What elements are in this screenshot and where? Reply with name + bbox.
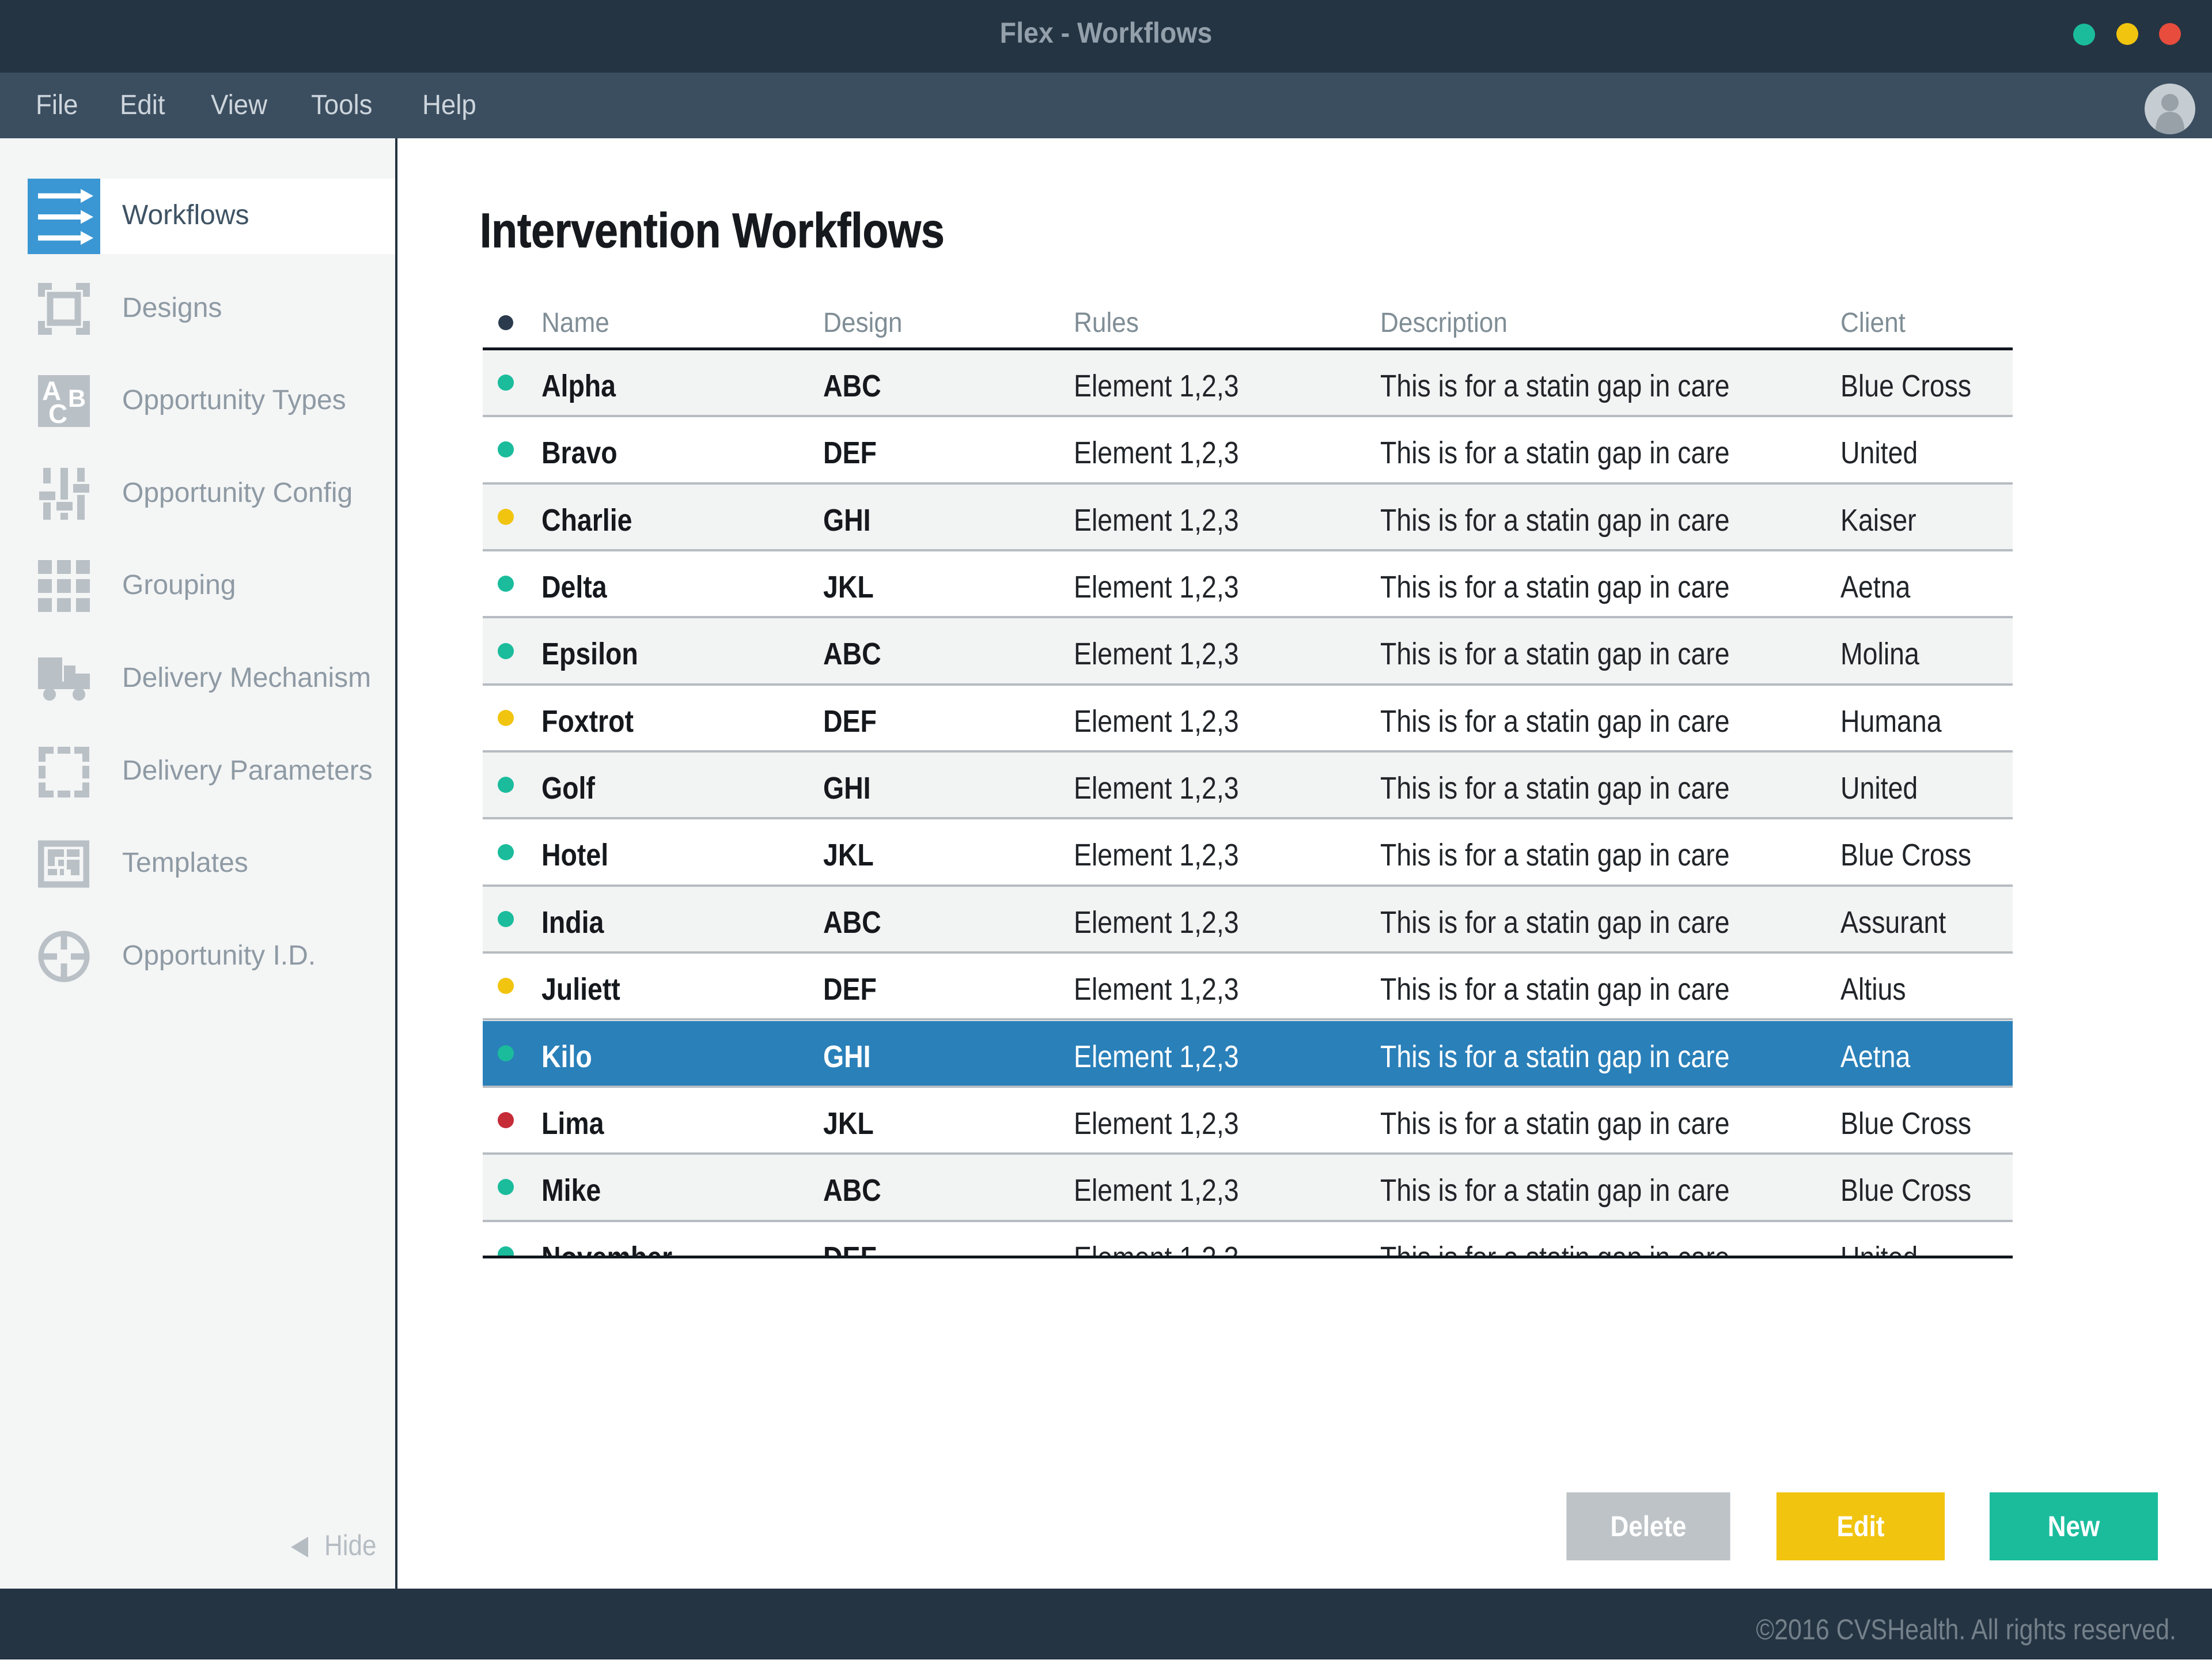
svg-text:C: C xyxy=(48,399,67,427)
svg-text:B: B xyxy=(68,385,86,413)
svg-text:A: A xyxy=(42,376,61,406)
